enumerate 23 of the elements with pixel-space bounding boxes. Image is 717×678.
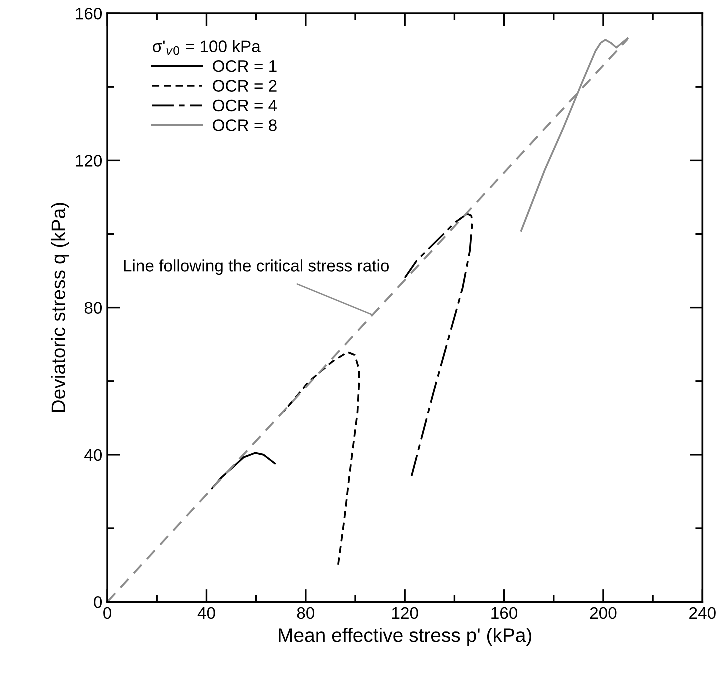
x-tick-label: 240 — [690, 607, 716, 620]
x-tick-label: 200 — [590, 607, 617, 620]
legend-label: OCR = 1 — [213, 60, 277, 72]
x-axis-title: Mean effective stress p' (kPa) — [279, 628, 532, 646]
legend-label: OCR = 2 — [213, 80, 277, 92]
y-axis-title: Deviatoric stress q (kPa) — [51, 203, 70, 412]
annotation: Line following the critical stress ratio — [124, 260, 390, 276]
y-tick-label: 40 — [84, 449, 102, 462]
y-tick-label: 160 — [76, 8, 102, 20]
x-tick-label: 0 — [104, 607, 112, 620]
line-series — [282, 351, 360, 566]
x-tick-label: 40 — [198, 607, 216, 620]
y-tick-label: 0 — [94, 596, 102, 608]
line-series — [211, 452, 276, 490]
legend-title: σ'$_{v0}$ = 100 kPa — [153, 40, 261, 56]
x-tick-label: 120 — [392, 607, 418, 620]
x-tick-label: 160 — [492, 607, 518, 620]
legend-label: OCR = 8 — [213, 120, 277, 132]
line-series — [404, 213, 474, 478]
x-tick-label: 80 — [297, 607, 315, 620]
y-tick-label: 80 — [84, 302, 102, 314]
y-tick-label: 120 — [76, 155, 102, 167]
legend-label: OCR = 4 — [213, 100, 278, 112]
